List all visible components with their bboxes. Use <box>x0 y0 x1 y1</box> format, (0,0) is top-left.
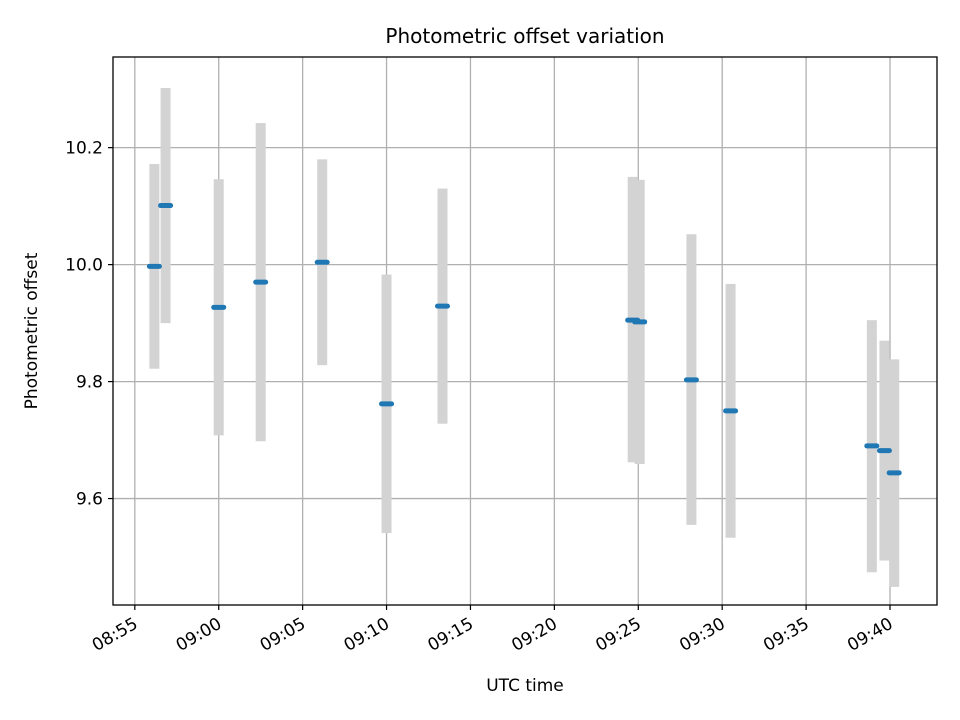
x-tick-label: 09:25 <box>592 614 644 656</box>
x-tick-label: 09:35 <box>760 614 812 656</box>
x-tick-label: 09:40 <box>844 614 896 656</box>
data-points <box>146 87 902 587</box>
y-tick-label: 9.8 <box>76 373 103 393</box>
y-tick-label: 10.2 <box>65 139 103 159</box>
x-axis-title: UTC time <box>486 676 564 696</box>
x-tick-label: 09:00 <box>173 614 225 656</box>
x-tick-label: 09:15 <box>425 614 477 656</box>
y-axis-title: Photometric offset <box>22 252 42 409</box>
x-tick-label: 09:05 <box>257 614 309 656</box>
x-tick-label: 09:20 <box>508 614 560 656</box>
chart-title: Photometric offset variation <box>385 24 664 48</box>
y-tick-label: 10.0 <box>65 256 103 276</box>
y-tick-label: 9.6 <box>76 490 103 510</box>
plot-frame <box>112 56 938 606</box>
plot-background <box>113 57 937 605</box>
x-tick-label: 09:30 <box>676 614 728 656</box>
x-tick-label: 08:55 <box>89 614 141 656</box>
grid-lines <box>113 57 937 605</box>
x-tick-label: 09:10 <box>341 614 393 656</box>
